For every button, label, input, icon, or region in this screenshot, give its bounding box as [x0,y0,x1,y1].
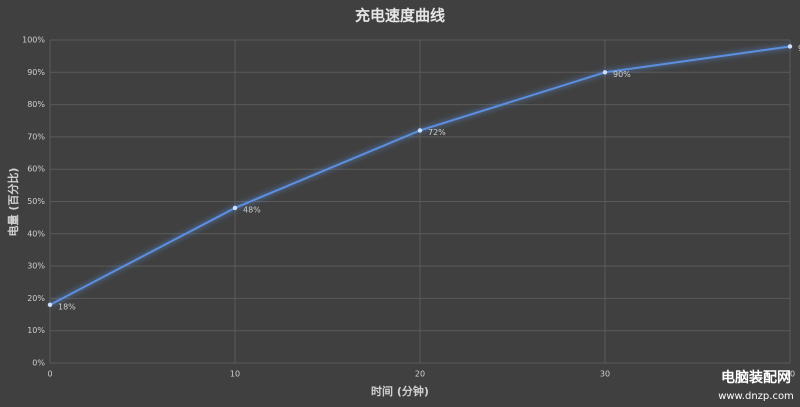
y-axis-label: 电量 (百分比) [6,168,20,237]
x-axis-label: 时间 (分钟) [371,384,429,398]
y-tick-label: 90% [27,68,45,77]
data-label: 98% [798,44,800,53]
chart-title: 充电速度曲线 [355,7,445,25]
data-label: 48% [243,205,261,214]
data-point [602,70,608,75]
data-label: 72% [428,128,446,137]
data-point [47,302,53,308]
data-point [787,44,793,49]
data-label: 18% [58,302,76,311]
watermark-url: www.dnzp.com [718,391,794,402]
data-point [417,128,423,133]
x-tick-label: 20 [415,370,425,379]
x-tick-label: 30 [600,370,610,379]
y-tick-label: 40% [27,229,45,238]
x-tick-label: 0 [47,370,52,379]
x-tick-label: 40 [785,370,795,379]
y-tick-label: 50% [27,197,45,206]
y-tick-label: 70% [27,132,45,141]
data-point [232,205,238,211]
y-tick-label: 30% [27,262,45,271]
data-label: 90% [613,70,631,79]
watermark-name: 电脑装配网 [721,369,791,386]
y-tick-label: 0% [32,359,45,368]
x-tick-label: 10 [230,370,240,379]
y-tick-label: 60% [27,165,45,174]
y-tick-label: 80% [27,100,45,109]
y-tick-label: 20% [27,294,45,303]
y-tick-label: 10% [27,326,45,335]
y-tick-label: 100% [22,36,45,45]
